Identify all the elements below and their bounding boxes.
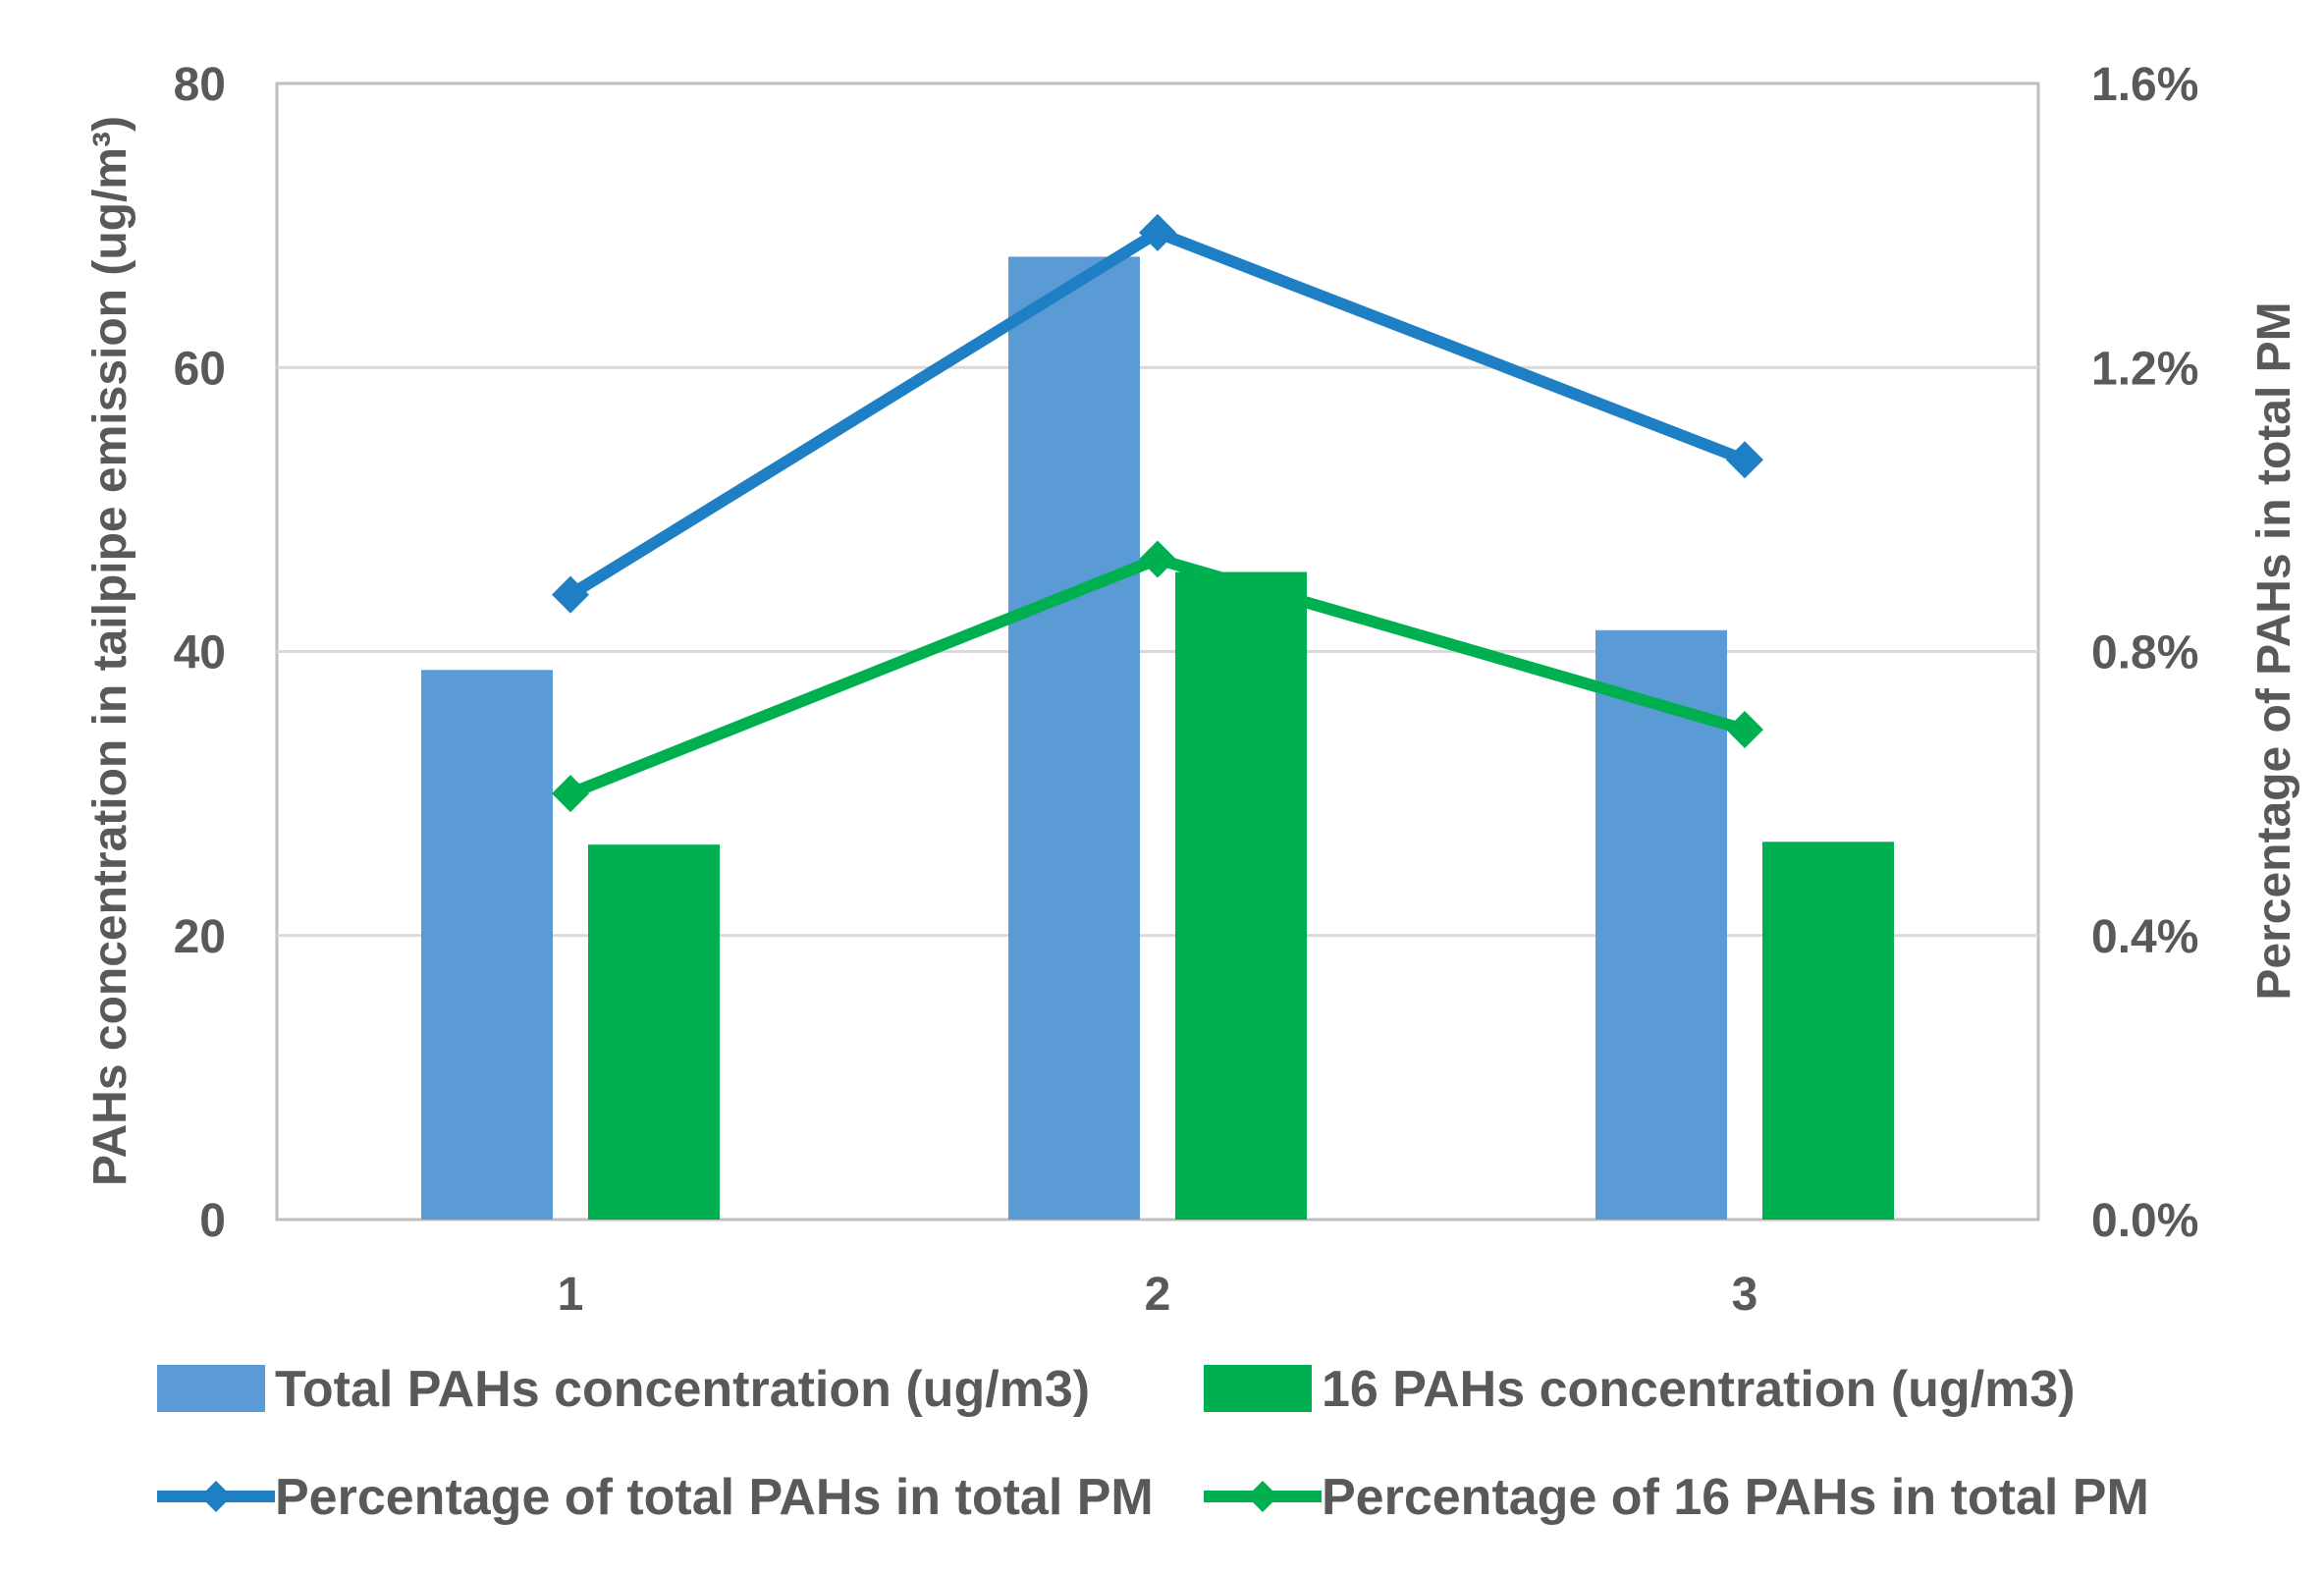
x-axis-ticks: 1 2 3 <box>558 1269 1758 1321</box>
legend-label: 16 PAHs concentration (ug/m3) <box>1322 1361 2076 1418</box>
x-tick-label: 1 <box>558 1269 584 1321</box>
line-point <box>1139 213 1176 251</box>
y-tick-label: 80 <box>174 59 226 111</box>
x-tick-label: 3 <box>1732 1269 1758 1321</box>
y-tick-label: 0 <box>199 1195 226 1247</box>
legend-swatch <box>157 1365 265 1412</box>
line-series <box>552 213 1763 813</box>
line-point <box>552 575 589 614</box>
y-tick-label: 20 <box>174 911 226 963</box>
bar <box>588 844 720 1220</box>
bar <box>421 670 553 1220</box>
gridlines <box>277 365 2038 938</box>
bar <box>1595 629 1727 1220</box>
legend-marker <box>200 1481 232 1512</box>
bar <box>1175 571 1307 1220</box>
y2-tick-label: 0.0% <box>2091 1195 2198 1247</box>
legend-swatch <box>1204 1365 1312 1412</box>
y2-axis-ticks: 0.0% 0.4% 0.8% 1.2% 1.6% <box>2091 59 2198 1247</box>
y2-tick-label: 0.4% <box>2091 911 2198 963</box>
y2-axis-title: Percentage of PAHs in total PM <box>2248 301 2300 1000</box>
line-point <box>1726 441 1763 479</box>
y-tick-label: 40 <box>174 627 226 679</box>
line-point <box>552 775 589 813</box>
legend-label: Percentage of total PAHs in total PM <box>275 1469 1154 1526</box>
bar <box>1008 256 1140 1220</box>
line-point <box>1726 711 1763 749</box>
legend-label: Total PAHs concentration (ug/m3) <box>275 1361 1090 1418</box>
y2-tick-label: 1.6% <box>2091 59 2198 111</box>
y2-tick-label: 1.2% <box>2091 343 2198 395</box>
line-point <box>1139 540 1176 578</box>
legend-label: Percentage of 16 PAHs in total PM <box>1322 1469 2149 1526</box>
legend: Total PAHs concentration (ug/m3) 16 PAHs … <box>157 1361 2149 1526</box>
y-axis-ticks: 0 20 40 60 80 <box>174 59 226 1247</box>
bar-series <box>421 256 1894 1220</box>
y2-tick-label: 0.8% <box>2091 627 2198 679</box>
y-axis-title: PAHs concentration in tailpipe emission … <box>84 116 136 1186</box>
legend-marker <box>1247 1481 1278 1512</box>
x-tick-label: 2 <box>1145 1269 1171 1321</box>
bar <box>1762 842 1894 1220</box>
y-tick-label: 60 <box>174 343 226 395</box>
